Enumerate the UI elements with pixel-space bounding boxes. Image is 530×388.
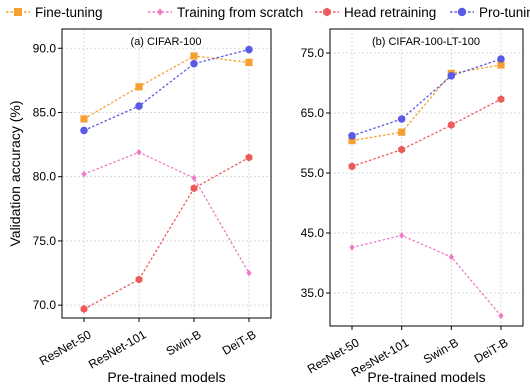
- legend-label: Fine-tuning: [35, 5, 103, 20]
- data-point-resnet-50: [348, 137, 356, 145]
- legend-marker-square: [14, 8, 22, 16]
- y-tick-label: 45.0: [301, 226, 325, 240]
- data-point-deit-b: [498, 312, 504, 320]
- series-training-from-scratch: [81, 148, 252, 277]
- data-point-swin-b: [448, 253, 454, 261]
- series-line: [83, 156, 250, 310]
- plot-frame: [61, 28, 272, 319]
- y-tick-label: 65.0: [301, 106, 325, 120]
- data-point-deit-b: [497, 61, 505, 69]
- x-tick-label-swin-b: Swin-B: [421, 335, 461, 366]
- series-line: [83, 55, 250, 120]
- x-tick-label-swin-b: Swin-B: [164, 327, 204, 358]
- data-point-swin-b: [190, 59, 198, 68]
- series-pro-tuning: [348, 55, 505, 140]
- series-fine-tuning: [80, 52, 253, 123]
- legend-item-head-retraining: Head retraining: [315, 5, 436, 20]
- y-tick-label: 75.0: [33, 234, 57, 248]
- data-point-resnet-101: [399, 231, 405, 239]
- y-tick-label: 75.0: [301, 46, 325, 60]
- series-head-retraining: [80, 153, 253, 313]
- data-point-deit-b: [246, 269, 252, 277]
- x-tick-label-resnet-101: ResNet-101: [86, 327, 149, 371]
- legend-item-fine-tuning: Fine-tuning: [6, 5, 103, 20]
- series-head-retraining: [348, 95, 505, 171]
- data-point-resnet-50: [348, 132, 356, 140]
- plot-frame: [329, 28, 524, 327]
- data-point-resnet-50: [348, 162, 356, 171]
- data-point-deit-b: [497, 95, 505, 104]
- data-point-deit-b: [245, 58, 253, 66]
- data-point-resnet-50: [80, 126, 88, 135]
- data-point-swin-b: [447, 72, 456, 80]
- x-axis-label: Pre-trained models: [367, 369, 485, 385]
- series-line: [351, 64, 502, 142]
- data-point-resnet-101: [136, 148, 142, 156]
- data-point-deit-b: [245, 153, 253, 162]
- y-tick-label: 85.0: [33, 105, 57, 119]
- data-point-resnet-101: [398, 145, 406, 154]
- y-tick-label: 80.0: [33, 170, 57, 184]
- data-point-resnet-101: [398, 128, 406, 136]
- series-pro-tuning: [80, 45, 253, 135]
- panel-title: (a) CIFAR-100: [131, 36, 202, 48]
- legend-marker-circle: [457, 7, 467, 17]
- data-point-resnet-50: [81, 170, 87, 178]
- data-point-resnet-50: [80, 115, 88, 123]
- series-fine-tuning: [348, 61, 505, 145]
- data-point-deit-b: [245, 45, 253, 54]
- y-tick-label: 70.0: [33, 298, 57, 312]
- data-point-swin-b: [191, 174, 197, 182]
- data-point-resnet-50: [349, 243, 355, 251]
- x-axis-label: Pre-trained models: [107, 369, 225, 385]
- data-point-resnet-101: [135, 275, 143, 284]
- y-axis-label: Validation accuracy (%): [7, 100, 23, 246]
- y-tick-label: 55.0: [301, 166, 325, 180]
- legend-item-training-from-scratch: Training from scratch: [148, 5, 303, 20]
- series-line: [351, 98, 502, 168]
- panel-title: (b) CIFAR-100-LT-100: [372, 36, 480, 48]
- legend-marker-hexagon: [323, 7, 331, 17]
- series-line: [351, 58, 502, 137]
- data-point-resnet-50: [80, 305, 88, 313]
- x-tick-label-deit-b: DeiT-B: [220, 327, 259, 357]
- x-tick-label-deit-b: DeiT-B: [472, 335, 511, 365]
- data-point-swin-b: [190, 52, 198, 60]
- legend-label: Training from scratch: [177, 5, 303, 20]
- series-training-from-scratch: [349, 231, 504, 320]
- data-point-deit-b: [497, 55, 505, 63]
- y-tick-label: 90.0: [33, 41, 57, 55]
- series-line: [83, 151, 250, 274]
- series-line: [83, 48, 250, 132]
- data-point-swin-b: [447, 121, 455, 129]
- y-tick-label: 35.0: [301, 286, 325, 300]
- x-tick-label-resnet-50: ResNet-50: [37, 327, 94, 368]
- legend-label: Head retraining: [344, 5, 436, 20]
- legend-label: Pro-tuning: [479, 5, 530, 20]
- data-point-resnet-101: [397, 115, 406, 123]
- series-line: [351, 234, 502, 317]
- data-point-swin-b: [190, 184, 198, 193]
- data-point-resnet-101: [135, 83, 143, 91]
- data-point-resnet-101: [135, 102, 143, 110]
- legend: Fine-tuning Training from scratch Head ret…: [6, 5, 530, 20]
- legend-item-pro-tuning: Pro-tuning: [450, 5, 530, 20]
- legend-marker-diamond: [157, 8, 163, 16]
